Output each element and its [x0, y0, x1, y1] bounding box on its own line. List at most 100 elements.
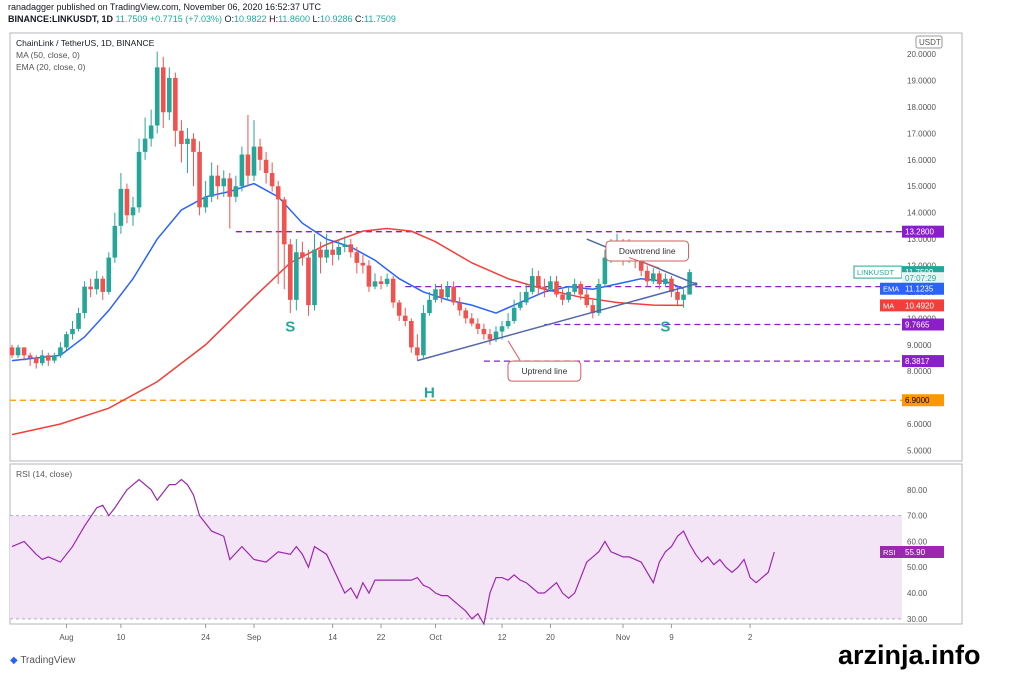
axis-prefix: EMA: [883, 285, 899, 294]
rsi-y-tick-label: 70.00: [907, 512, 928, 521]
candle: [402, 315, 408, 321]
candle: [39, 355, 45, 364]
candle: [493, 331, 499, 340]
candle: [421, 313, 426, 356]
ohlc-line: BINANCE:LINKUSDT, 1D 11.7509 +0.7715 (+7…: [8, 14, 396, 24]
price-tag-label: 07:07:29: [905, 274, 937, 283]
x-tick-label: Aug: [59, 633, 73, 642]
x-tick-label: Nov: [616, 633, 630, 642]
y-tick-label: 17.0000: [907, 129, 936, 138]
candle: [596, 283, 602, 314]
y-tick-label: 9.0000: [907, 341, 932, 350]
level-label: 9.7665: [905, 321, 930, 330]
candle: [245, 154, 251, 176]
candle: [82, 286, 87, 314]
level-tag: [902, 355, 944, 368]
tradingview-footer[interactable]: ◆ TradingView: [10, 655, 75, 666]
candle: [511, 307, 517, 321]
high-price-label: H:: [269, 14, 279, 24]
candle: [669, 278, 674, 292]
candle: [366, 265, 372, 287]
candle: [142, 138, 148, 152]
candle: [378, 281, 384, 284]
y-tick-label: 8.0000: [907, 367, 932, 376]
candle: [70, 328, 75, 335]
pattern-label: H: [424, 385, 435, 402]
candle: [21, 347, 27, 356]
candle: [64, 334, 69, 348]
candle: [136, 151, 142, 208]
price-change: +0.7715 (+7.03%): [149, 14, 222, 24]
axis-prefix: MA: [883, 301, 894, 310]
rsi-prefix-box: [880, 546, 902, 558]
candle: [481, 328, 487, 335]
uptrend-line: [417, 283, 696, 362]
candle: [9, 347, 15, 356]
pattern-label: S: [285, 319, 295, 336]
candle: [76, 313, 81, 329]
x-tick-label: 12: [498, 633, 507, 642]
candle: [560, 294, 565, 300]
currency-label: USDT: [919, 38, 941, 47]
candle: [88, 286, 93, 290]
candle: [154, 67, 160, 126]
callout-pointer: [507, 340, 521, 361]
legend-rsi[interactable]: RSI (14, close): [16, 469, 73, 479]
rsi-value-tag: [902, 546, 944, 558]
y-tick-label: 14.0000: [907, 209, 936, 218]
candle: [360, 262, 366, 266]
trendline-apex: [693, 282, 698, 286]
x-tick-label: Sep: [247, 633, 262, 642]
candle: [657, 273, 662, 284]
candle: [572, 283, 577, 292]
candle: [318, 249, 323, 258]
level-tag: [902, 394, 944, 407]
candle: [239, 154, 245, 187]
candle: [675, 291, 680, 300]
candle: [663, 278, 668, 284]
candle: [584, 294, 590, 306]
candle: [644, 270, 650, 282]
candle: [275, 186, 281, 200]
candle: [130, 207, 136, 216]
candle: [179, 130, 184, 144]
price-tag-label: 11.1235: [905, 285, 934, 294]
price-tag: [902, 282, 944, 295]
candle: [451, 286, 456, 303]
candle: [324, 249, 329, 258]
candle: [251, 146, 257, 176]
legend-ema[interactable]: EMA (20, close, 0): [16, 62, 86, 72]
pattern-label: S: [660, 319, 670, 336]
x-tick-label: Oct: [429, 633, 442, 642]
candle: [112, 225, 118, 258]
callout-label: Uptrend line: [521, 366, 567, 376]
x-tick-label: 9: [669, 633, 674, 642]
rsi-y-tick-label: 80.00: [907, 486, 928, 495]
candle: [523, 291, 529, 303]
candle: [578, 283, 583, 295]
candle: [52, 355, 57, 361]
candle: [342, 244, 348, 247]
candle: [106, 257, 112, 292]
candle: [554, 281, 559, 295]
y-tick-label: 5.0000: [907, 446, 932, 455]
candle: [300, 252, 305, 258]
legend-ma[interactable]: MA (50, close, 0): [16, 50, 80, 60]
low-price: 10.9286: [319, 14, 353, 24]
candle: [257, 146, 263, 160]
price-tag: [902, 272, 944, 285]
y-tick-label: 18.0000: [907, 103, 936, 112]
candle: [651, 273, 656, 282]
candle: [542, 286, 547, 290]
y-tick-label: 15.0000: [907, 182, 936, 191]
y-tick-label: 19.0000: [907, 77, 936, 86]
candle: [215, 175, 220, 187]
candle: [445, 286, 450, 298]
candle: [548, 281, 553, 290]
price-tag-label: 10.4920: [905, 301, 934, 310]
candle: [384, 278, 390, 284]
candle: [463, 310, 469, 319]
candle: [203, 196, 208, 208]
candle: [306, 257, 311, 306]
